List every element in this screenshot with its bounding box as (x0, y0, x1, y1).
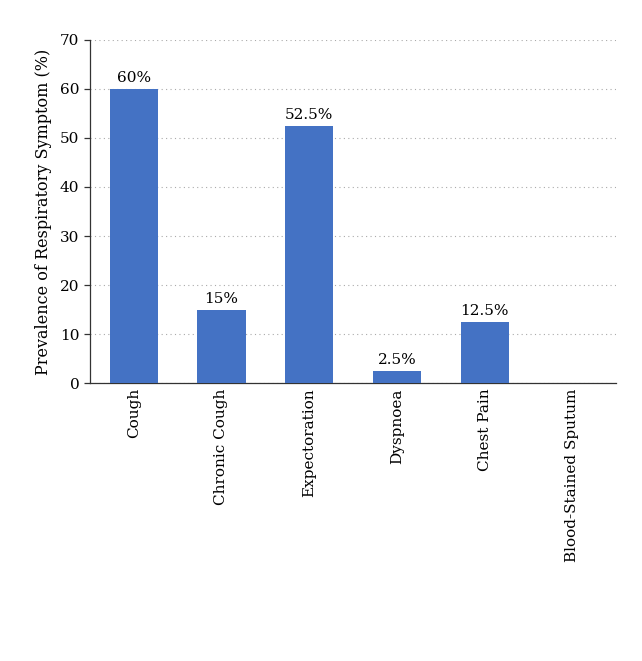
Text: 15%: 15% (205, 292, 238, 306)
Text: 60%: 60% (117, 71, 151, 85)
Bar (285, 126, 333, 383)
Text: 2.5%: 2.5% (377, 353, 417, 367)
Y-axis label: Prevalence of Respiratory Symptom (%): Prevalence of Respiratory Symptom (%) (35, 48, 51, 375)
Bar (373, 371, 421, 383)
Bar (110, 89, 158, 383)
Text: 52.5%: 52.5% (285, 108, 333, 122)
Text: 12.5%: 12.5% (460, 304, 509, 318)
Bar (197, 310, 246, 383)
Bar (460, 322, 509, 383)
